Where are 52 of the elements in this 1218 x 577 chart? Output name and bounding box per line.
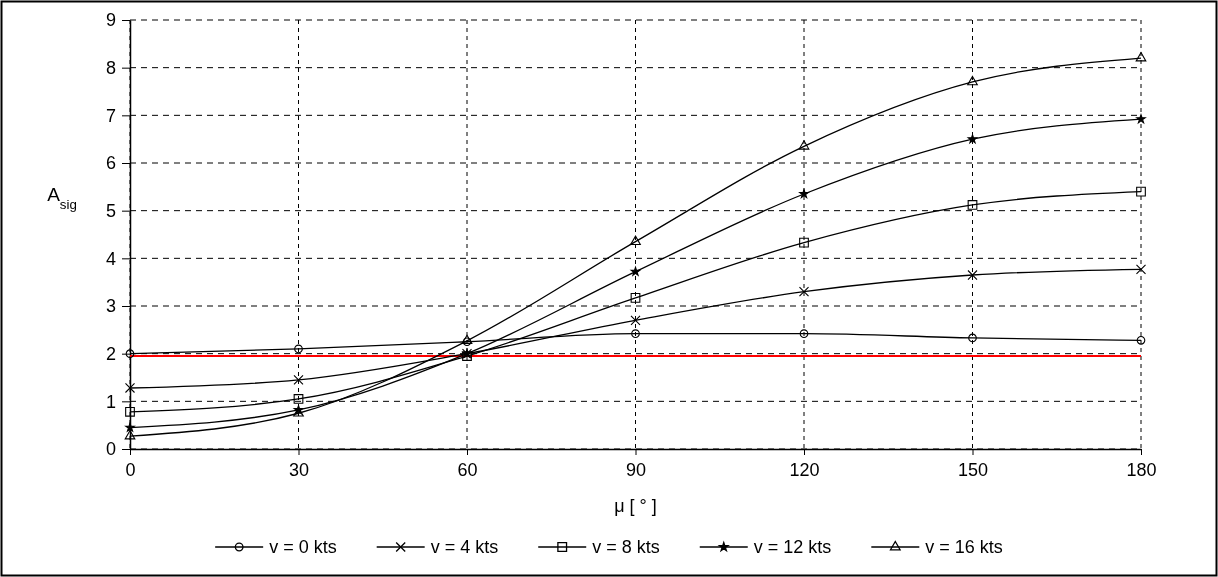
point xyxy=(630,315,641,326)
y-axis-title: A$_{sig}$ xyxy=(47,184,77,212)
x-axis-title: μ [ ° ] xyxy=(614,496,657,516)
y-tick-label: 7 xyxy=(105,105,116,126)
point xyxy=(293,394,304,404)
legend-label: v = 12 kts xyxy=(753,537,832,557)
y-tick-label: 4 xyxy=(105,248,116,269)
point xyxy=(967,75,978,86)
y-tick-label: 5 xyxy=(105,200,116,221)
point xyxy=(799,189,809,199)
x-tick-label: 60 xyxy=(457,459,478,480)
point xyxy=(1136,186,1146,197)
point xyxy=(1136,335,1146,345)
point xyxy=(1135,264,1147,275)
point xyxy=(798,140,810,150)
point xyxy=(630,293,641,303)
point xyxy=(630,266,641,276)
point xyxy=(125,406,135,417)
x-tick-label: 180 xyxy=(1126,459,1157,480)
y-tick-label: 1 xyxy=(105,391,116,412)
point xyxy=(967,134,978,144)
point xyxy=(293,374,304,385)
point xyxy=(967,200,978,210)
point xyxy=(630,235,641,245)
point xyxy=(294,344,303,354)
point xyxy=(968,333,977,343)
legend-label: v = 8 kts xyxy=(592,537,660,557)
point xyxy=(967,269,978,281)
y-tick-label: 9 xyxy=(105,10,116,31)
legend-label: v = 4 kts xyxy=(430,537,499,557)
x-tick-label: 30 xyxy=(288,459,310,480)
point xyxy=(1135,52,1147,62)
x-tick-label: 0 xyxy=(125,459,136,480)
y-tick-label: 0 xyxy=(105,439,116,460)
point xyxy=(124,430,136,440)
legend-label: v = 0 kts xyxy=(269,537,337,557)
point xyxy=(799,237,809,248)
y-tick-label: 6 xyxy=(105,153,116,174)
point xyxy=(124,382,136,394)
y-tick-label: 8 xyxy=(105,57,116,78)
point xyxy=(125,422,135,432)
y-tick-label: 2 xyxy=(105,343,116,364)
x-tick-label: 120 xyxy=(789,459,820,480)
point xyxy=(1136,114,1146,124)
x-tick-label: 150 xyxy=(957,459,989,480)
point xyxy=(125,349,135,358)
point xyxy=(799,329,809,338)
legend-label: v = 16 kts xyxy=(925,537,1003,557)
point xyxy=(798,286,810,297)
point xyxy=(631,329,640,338)
x-tick-label: 90 xyxy=(625,459,647,480)
y-tick-label: 3 xyxy=(105,296,116,317)
